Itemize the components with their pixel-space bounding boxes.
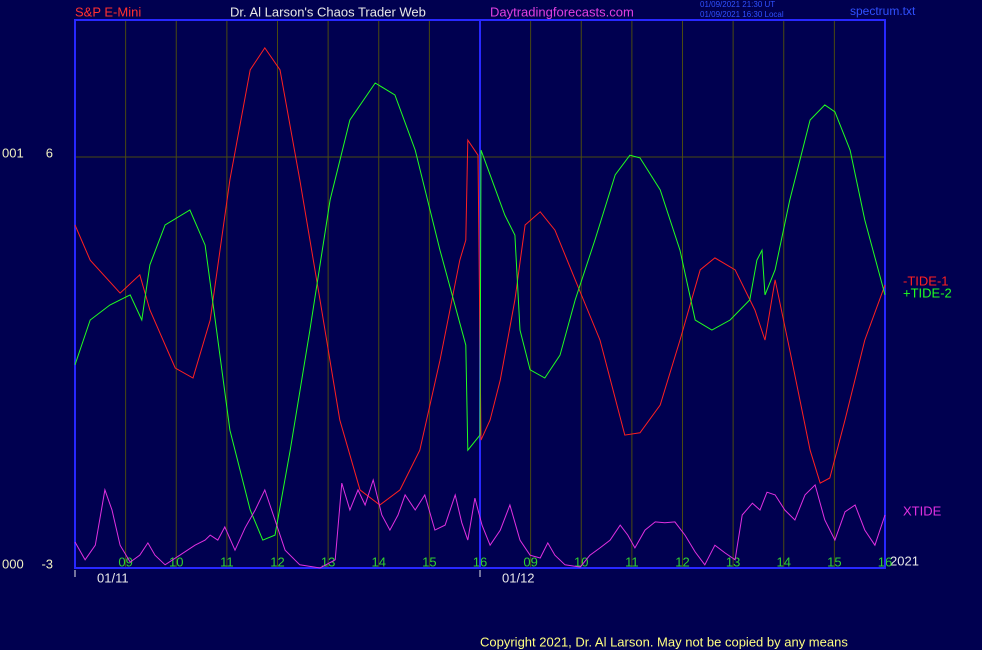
series-line [74, 47, 886, 506]
legend-label: -TIDE-1 [903, 273, 949, 288]
axis-code-label: 001 [2, 145, 24, 160]
x-tick-label: 15 [827, 554, 841, 569]
x-tick-label: 10 [169, 554, 183, 569]
x-tick-label: 12 [675, 554, 689, 569]
file-name: spectrum.txt [850, 4, 916, 18]
chart-subtitle: Dr. Al Larson's Chaos Trader Web [230, 4, 426, 19]
x-tick-label: 11 [220, 554, 234, 569]
y-tick-label: -3 [41, 556, 53, 571]
date-label: 01/12 [502, 570, 535, 585]
year-label: 2021 [890, 553, 919, 568]
axis-code-label: 000 [2, 556, 24, 571]
x-tick-label: 13 [726, 554, 740, 569]
date-label: 01/11 [97, 570, 129, 585]
x-tick-label: 14 [777, 554, 791, 569]
x-tick-label: 12 [270, 554, 284, 569]
series-line [74, 82, 886, 541]
copyright: Copyright 2021, Dr. Al Larson. May not b… [480, 634, 848, 649]
y-tick-label: 6 [46, 145, 53, 160]
chart-title: S&P E-Mini [75, 4, 141, 19]
series-line [74, 478, 886, 569]
x-tick-label: 14 [372, 554, 386, 569]
timestamp: 01/09/2021 21:30 UT [700, 0, 775, 9]
x-tick-label: 11 [625, 554, 639, 569]
x-tick-label: 09 [118, 554, 132, 569]
legend-label: +TIDE-2 [903, 285, 952, 300]
legend-label: XTIDE [903, 503, 942, 518]
timestamp: 01/09/2021 16:30 Local [700, 10, 784, 19]
x-tick-label: 15 [422, 554, 436, 569]
x-tick-label: 09 [523, 554, 537, 569]
x-tick-label: 10 [574, 554, 588, 569]
site-name: Daytradingforecasts.com [490, 4, 634, 19]
